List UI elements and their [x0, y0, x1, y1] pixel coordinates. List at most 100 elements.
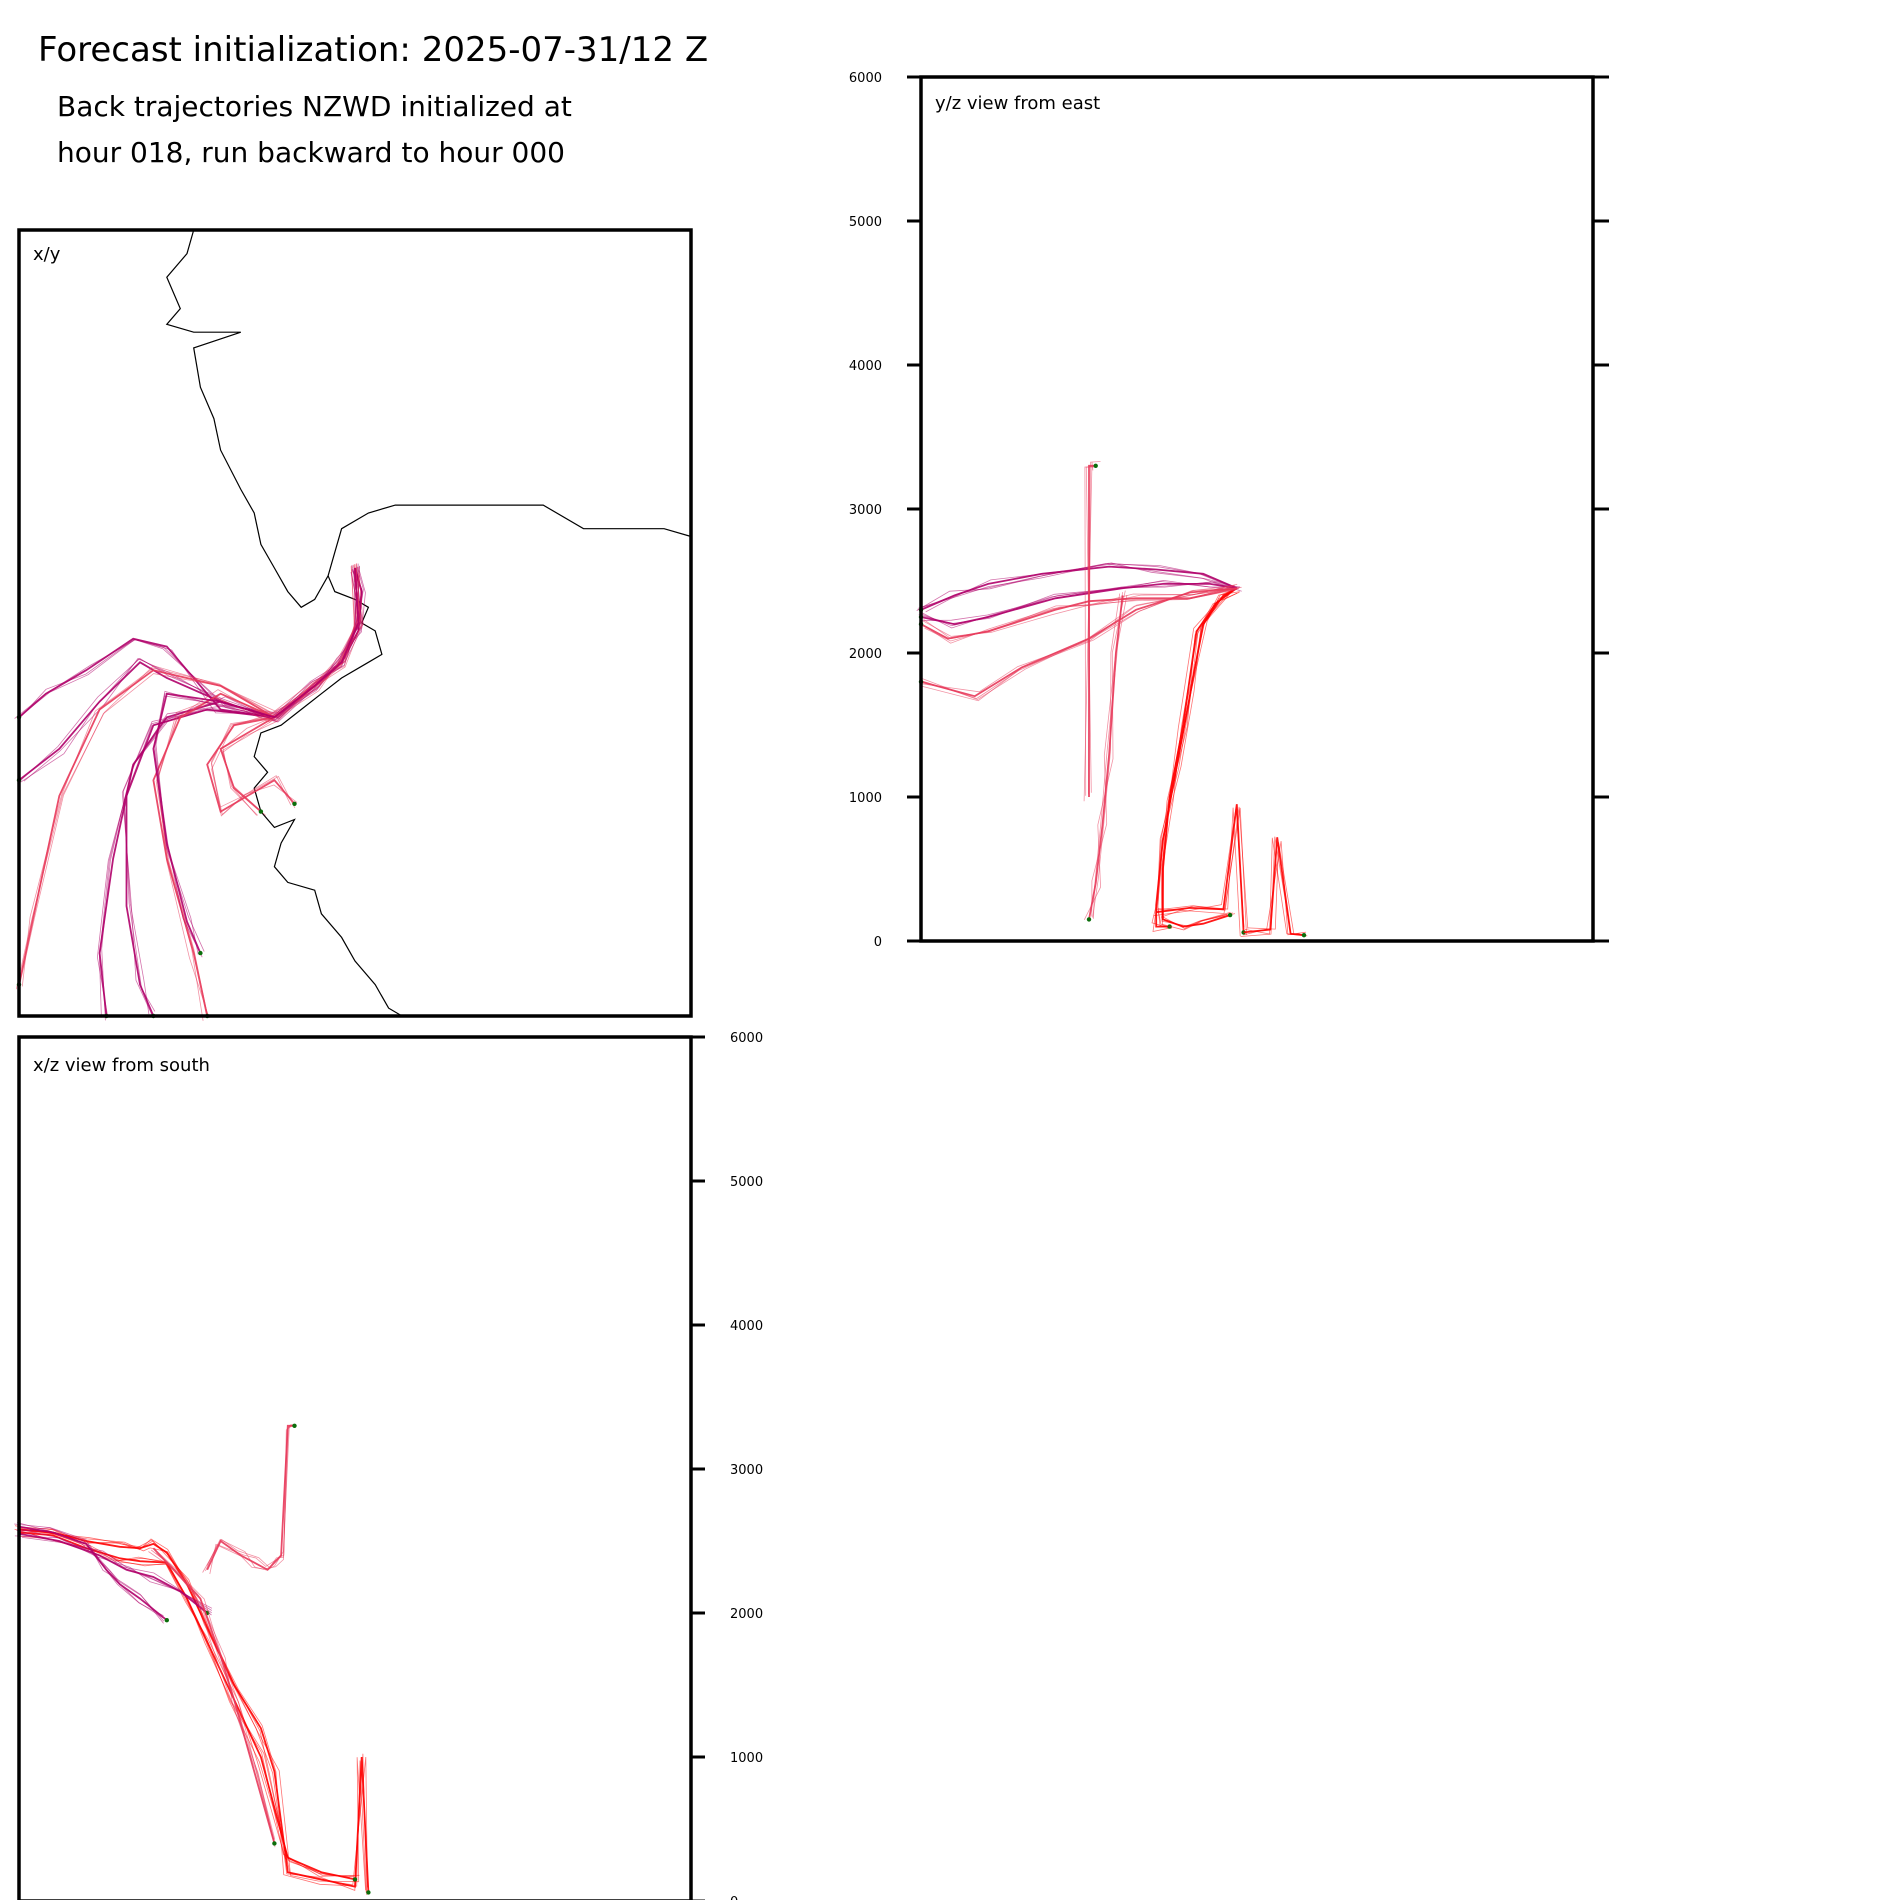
trajectory-line	[1160, 807, 1241, 937]
trajectory-line	[1157, 807, 1245, 928]
trajectory-line	[153, 1548, 276, 1848]
trajectory-line	[222, 572, 364, 816]
trajectory-line	[14, 1535, 213, 1609]
trajectory-line	[1152, 592, 1238, 933]
trajectory-line	[210, 564, 362, 817]
trajectory-line	[1153, 807, 1247, 935]
trajectory-line	[152, 1547, 276, 1844]
trajectory-line	[1243, 841, 1306, 936]
xy-panel-label: x/y	[33, 244, 61, 265]
trajectory-line	[918, 579, 1241, 624]
y-tick-label: 5000	[849, 215, 882, 230]
trajectory-line	[923, 586, 1233, 640]
yz-axes-frame	[919, 75, 1595, 943]
trajectory-line	[206, 1424, 295, 1571]
trajectory-line	[101, 565, 360, 1021]
trajectory-line	[921, 581, 1242, 622]
trajectory-line	[19, 1527, 164, 1624]
y-tick-label: 6000	[730, 1031, 763, 1046]
trajectory-start-marker	[292, 801, 297, 806]
trajectory-line	[919, 581, 1238, 627]
trajectory-line	[210, 566, 356, 816]
trajectory-start-marker	[258, 809, 264, 814]
trajectory-line	[1083, 462, 1094, 802]
trajectory-line	[18, 1528, 370, 1893]
figure-title: Forecast initialization: 2025-07-31/12 Z	[38, 30, 709, 70]
yz-panel: 0 1000 2000 3000 4000 5000 6000 y/z view from …	[849, 71, 1609, 950]
y-tick-label: 4000	[730, 1319, 763, 1334]
y-tick-label: 1000	[730, 1751, 763, 1766]
xz-panel: 0 1000 2000 3000 4000 5000 6000 x/z view from …	[14, 1031, 763, 1900]
yz-panel-label: y/z view from east	[935, 93, 1100, 114]
trajectory-line	[205, 1424, 295, 1572]
xy-trajectories	[14, 563, 366, 1021]
trajectory-line	[17, 568, 362, 718]
trajectory-line	[153, 570, 357, 958]
y-tick-label: 4000	[849, 359, 882, 374]
xz-y-axis: 0 1000 2000 3000 4000 5000 6000	[691, 1031, 763, 1900]
trajectory-line	[1092, 593, 1121, 918]
trajectory-line	[921, 585, 1235, 702]
y-tick-label: 0	[730, 1895, 738, 1900]
trajectory-line	[202, 1424, 294, 1573]
trajectory-line	[1085, 465, 1097, 793]
trajectory-line	[18, 567, 360, 985]
y-tick-label: 3000	[730, 1463, 763, 1478]
trajectory-line	[211, 563, 358, 809]
trajectory-line	[222, 563, 358, 816]
figure-subtitle-line-1: Back trajectories NZWD initialized at	[57, 90, 572, 123]
trajectory-line	[152, 567, 360, 954]
xz-axes-frame	[17, 1035, 693, 1900]
trajectory-line	[922, 583, 1238, 693]
coastline-segment	[165, 229, 692, 609]
trajectory-line	[22, 1537, 213, 1611]
trajectory-line	[1161, 590, 1233, 928]
trajectory-line	[924, 587, 1240, 642]
trajectory-start-marker	[352, 1877, 358, 1882]
trajectory-line	[155, 563, 359, 952]
trajectory-line	[1157, 589, 1233, 929]
trajectory-line	[1161, 587, 1238, 931]
trajectory-line	[96, 568, 356, 1015]
trajectory-start-marker	[1227, 912, 1233, 918]
trajectory-line	[157, 567, 360, 1019]
trajectory-line	[148, 1551, 275, 1842]
trajectory-line	[154, 572, 362, 955]
trajectory-line	[17, 1528, 368, 1888]
trajectory-line	[206, 1424, 292, 1571]
y-tick-label: 1000	[849, 791, 882, 806]
trajectory-start-marker	[292, 1423, 297, 1429]
trajectory-line	[1093, 592, 1123, 919]
xz-panel-label: x/z view from south	[33, 1055, 210, 1076]
y-tick-label: 5000	[730, 1175, 763, 1190]
trajectory-line	[19, 1528, 366, 1891]
xz-trajectories	[14, 1423, 371, 1896]
y-tick-label: 2000	[849, 647, 882, 662]
trajectory-line	[14, 1525, 368, 1896]
trajectory-line	[1084, 466, 1095, 796]
trajectory-line	[925, 563, 1233, 613]
trajectory-start-marker	[164, 1618, 169, 1623]
coastline-segment	[253, 575, 403, 1017]
trajectory-line	[22, 1529, 165, 1622]
trajectory-line	[21, 564, 359, 987]
trajectory-line	[18, 567, 363, 719]
trajectory-start-marker	[1086, 917, 1092, 922]
trajectory-line	[1083, 590, 1126, 920]
trajectory-line	[1247, 842, 1304, 936]
trajectory-line	[1088, 461, 1101, 795]
y-tick-label: 0	[874, 935, 882, 950]
y-tick-label: 6000	[849, 71, 882, 86]
xy-axes-frame	[17, 228, 693, 1018]
trajectory-line	[209, 1424, 293, 1575]
figure-subtitle-line-2: hour 018, run backward to hour 000	[57, 136, 565, 169]
trajectory-start-marker	[198, 950, 203, 956]
trajectory-start-marker	[366, 1890, 371, 1895]
xy-panel: x/y	[14, 228, 693, 1021]
trajectory-line	[1161, 588, 1236, 930]
coastline	[165, 229, 692, 1017]
trajectory-start-marker	[1301, 933, 1307, 938]
yz-trajectories	[916, 461, 1308, 938]
trajectory-line	[22, 1526, 367, 1893]
